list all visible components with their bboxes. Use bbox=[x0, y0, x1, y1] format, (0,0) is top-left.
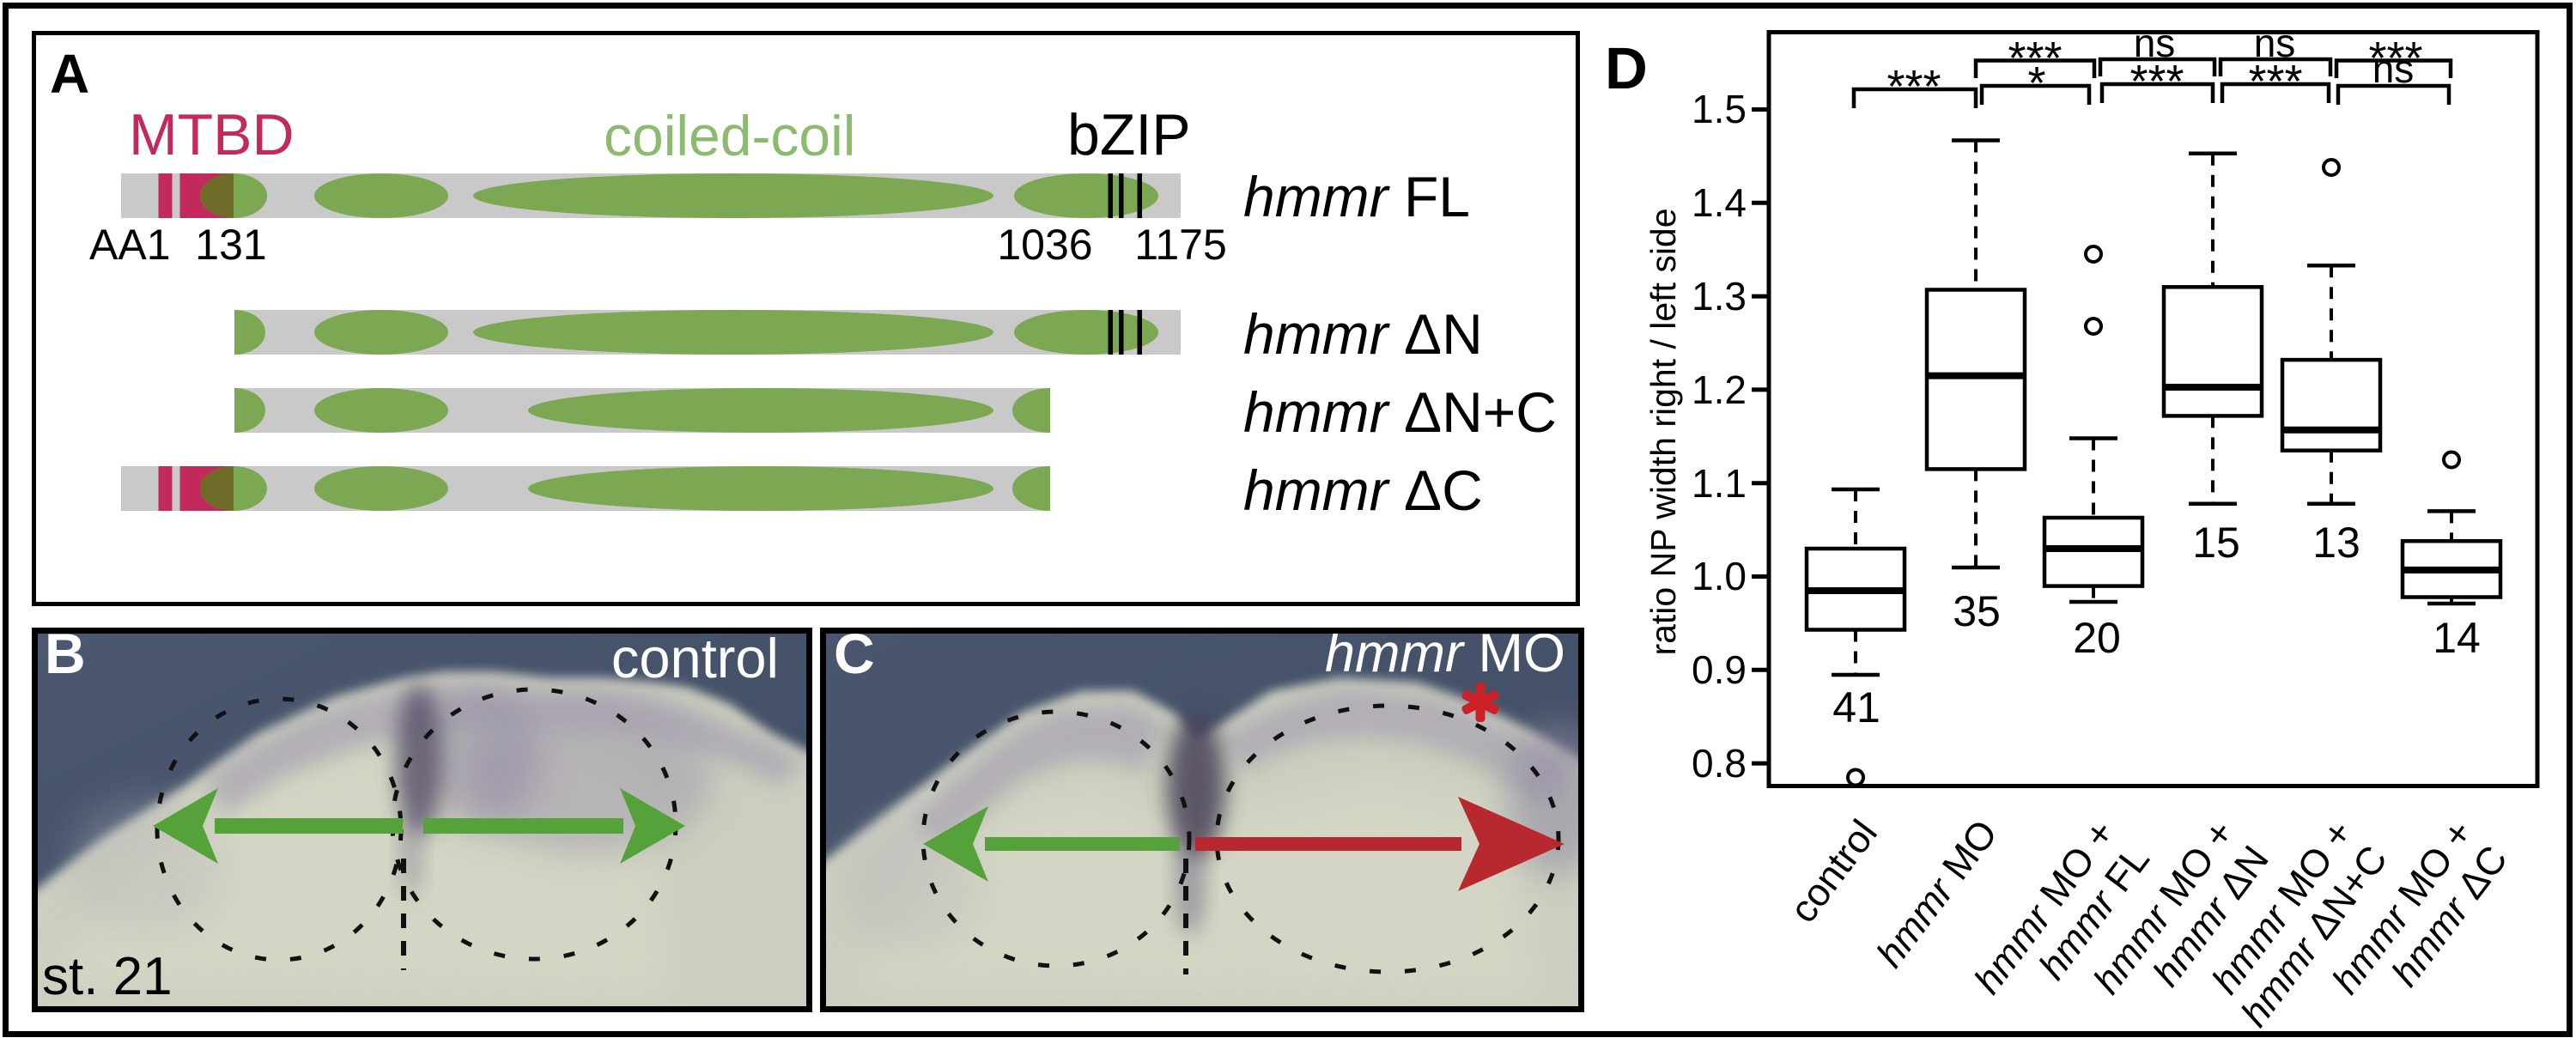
svg-text:control: control bbox=[611, 627, 779, 689]
svg-text:hmmr ΔN+C: hmmr ΔN+C bbox=[1243, 380, 1557, 444]
svg-text:ns: ns bbox=[2372, 46, 2415, 91]
svg-text:131: 131 bbox=[195, 221, 266, 269]
svg-text:coiled-coil: coiled-coil bbox=[604, 104, 855, 167]
svg-text:14: 14 bbox=[2433, 614, 2481, 662]
svg-text:hmmr MO: hmmr MO bbox=[1325, 623, 1565, 683]
svg-text:1.1: 1.1 bbox=[1692, 461, 1747, 506]
svg-text:A: A bbox=[50, 43, 89, 105]
svg-text:1.3: 1.3 bbox=[1692, 274, 1747, 319]
svg-text:1175: 1175 bbox=[1134, 221, 1227, 269]
svg-text:st. 21: st. 21 bbox=[42, 947, 173, 1006]
svg-text:bZIP: bZIP bbox=[1067, 102, 1191, 167]
svg-text:0.9: 0.9 bbox=[1692, 647, 1747, 692]
svg-text:B: B bbox=[45, 622, 86, 685]
svg-text:***: *** bbox=[2129, 56, 2184, 107]
svg-text:***: *** bbox=[2368, 33, 2422, 84]
svg-text:hmmr ΔN: hmmr ΔN bbox=[1243, 302, 1483, 366]
svg-text:0.8: 0.8 bbox=[1692, 741, 1747, 786]
svg-text:*: * bbox=[2027, 58, 2045, 109]
svg-text:***: *** bbox=[2008, 33, 2062, 84]
svg-text:41: 41 bbox=[1832, 683, 1880, 731]
svg-text:1.0: 1.0 bbox=[1692, 554, 1747, 598]
svg-text:***: *** bbox=[2248, 56, 2302, 107]
svg-text:1.5: 1.5 bbox=[1692, 87, 1747, 131]
svg-text:ns: ns bbox=[2134, 21, 2176, 65]
svg-text:D: D bbox=[1605, 35, 1648, 101]
svg-text:ns: ns bbox=[2254, 21, 2296, 65]
svg-text:15: 15 bbox=[2192, 519, 2240, 567]
svg-text:1.2: 1.2 bbox=[1692, 367, 1747, 412]
svg-text:13: 13 bbox=[2312, 519, 2360, 567]
svg-text:1036: 1036 bbox=[997, 221, 1092, 269]
svg-text:***: *** bbox=[1886, 61, 1941, 112]
svg-text:AA1: AA1 bbox=[89, 221, 171, 269]
svg-text:1.4: 1.4 bbox=[1692, 180, 1747, 225]
svg-text:20: 20 bbox=[2073, 614, 2121, 662]
svg-text:35: 35 bbox=[1953, 587, 2001, 635]
svg-text:MTBD: MTBD bbox=[129, 102, 295, 167]
svg-text:hmmr FL: hmmr FL bbox=[1243, 165, 1470, 228]
svg-text:C: C bbox=[834, 622, 875, 685]
svg-text:ratio NP width right / left si: ratio NP width right / left side bbox=[1643, 208, 1683, 655]
svg-text:hmmr ΔC: hmmr ΔC bbox=[1243, 458, 1483, 522]
